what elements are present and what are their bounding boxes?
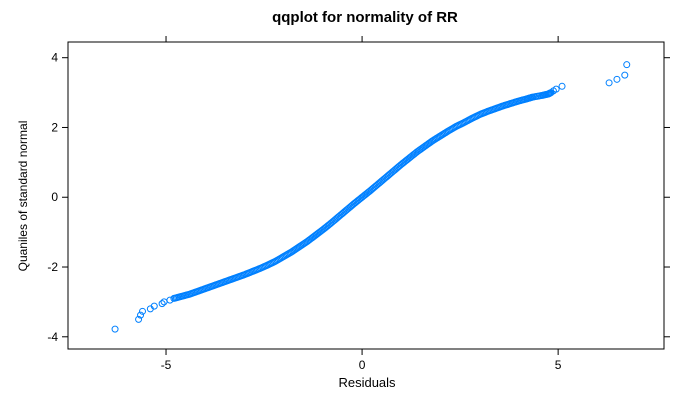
x-tick-label: 5 <box>555 358 562 372</box>
y-tick-label: 0 <box>51 190 58 204</box>
data-point <box>623 61 631 69</box>
data-point <box>137 311 145 319</box>
plot-frame <box>67 41 665 350</box>
y-axis-label: Quaniles of standard normal <box>16 121 30 272</box>
data-point <box>139 307 146 315</box>
chart-title: qqplot for normality of RR <box>272 9 458 26</box>
data-point <box>158 300 166 308</box>
y-axis: -4 -2 0 2 4 <box>47 51 670 344</box>
x-axis-label: Residuals <box>338 375 396 390</box>
data-point <box>613 75 621 83</box>
data-point <box>552 85 560 93</box>
y-tick-label: -2 <box>47 260 58 274</box>
x-tick-label: 0 <box>359 358 366 372</box>
data-point <box>135 315 143 323</box>
data-point <box>111 325 119 333</box>
y-tick-label: 2 <box>51 120 58 134</box>
data-points <box>111 61 631 333</box>
data-point <box>605 79 613 87</box>
x-axis: -5 0 5 <box>161 36 562 372</box>
x-tick-label: -5 <box>161 358 172 372</box>
data-point <box>150 302 158 310</box>
y-tick-label: -4 <box>47 330 58 344</box>
data-point <box>621 71 629 79</box>
data-point <box>558 82 566 90</box>
y-tick-label: 4 <box>51 51 58 65</box>
